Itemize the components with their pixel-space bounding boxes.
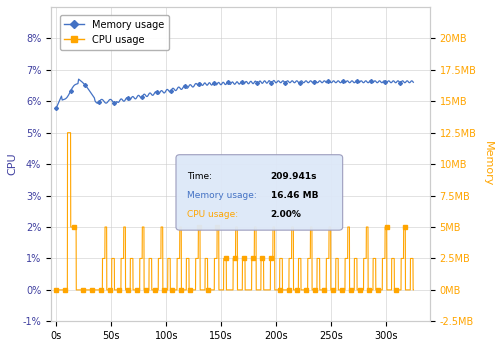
- CPU usage: [410, 288, 416, 292]
- CPU usage: [400, 256, 406, 261]
- Text: Memory usage:: Memory usage:: [188, 191, 257, 200]
- Memory usage: [402, 80, 408, 85]
- Text: 209.941s: 209.941s: [270, 172, 317, 181]
- FancyBboxPatch shape: [176, 155, 342, 230]
- CPU usage: [54, 288, 60, 292]
- Memory usage: [76, 77, 82, 81]
- Memory usage: [224, 81, 230, 85]
- CPU usage: [218, 288, 224, 292]
- CPU usage: [64, 130, 70, 135]
- CPU usage: [227, 288, 233, 292]
- Memory usage: [54, 105, 60, 110]
- Text: Time:: Time:: [188, 172, 212, 181]
- Y-axis label: CPU: CPU: [7, 153, 17, 175]
- Line: CPU usage: CPU usage: [54, 131, 415, 292]
- CPU usage: [400, 256, 406, 261]
- Text: 16.46 MB: 16.46 MB: [270, 191, 318, 200]
- Legend: Memory usage, CPU usage: Memory usage, CPU usage: [60, 15, 169, 49]
- Text: CPU usage:: CPU usage:: [188, 210, 238, 219]
- Text: 2.00%: 2.00%: [270, 210, 302, 219]
- Memory usage: [410, 80, 416, 84]
- CPU usage: [72, 225, 78, 229]
- Memory usage: [346, 81, 352, 85]
- Memory usage: [226, 81, 232, 85]
- Line: Memory usage: Memory usage: [55, 78, 414, 109]
- CPU usage: [334, 256, 340, 261]
- Memory usage: [266, 79, 272, 83]
- Y-axis label: Memory: Memory: [483, 141, 493, 187]
- Memory usage: [248, 79, 254, 84]
